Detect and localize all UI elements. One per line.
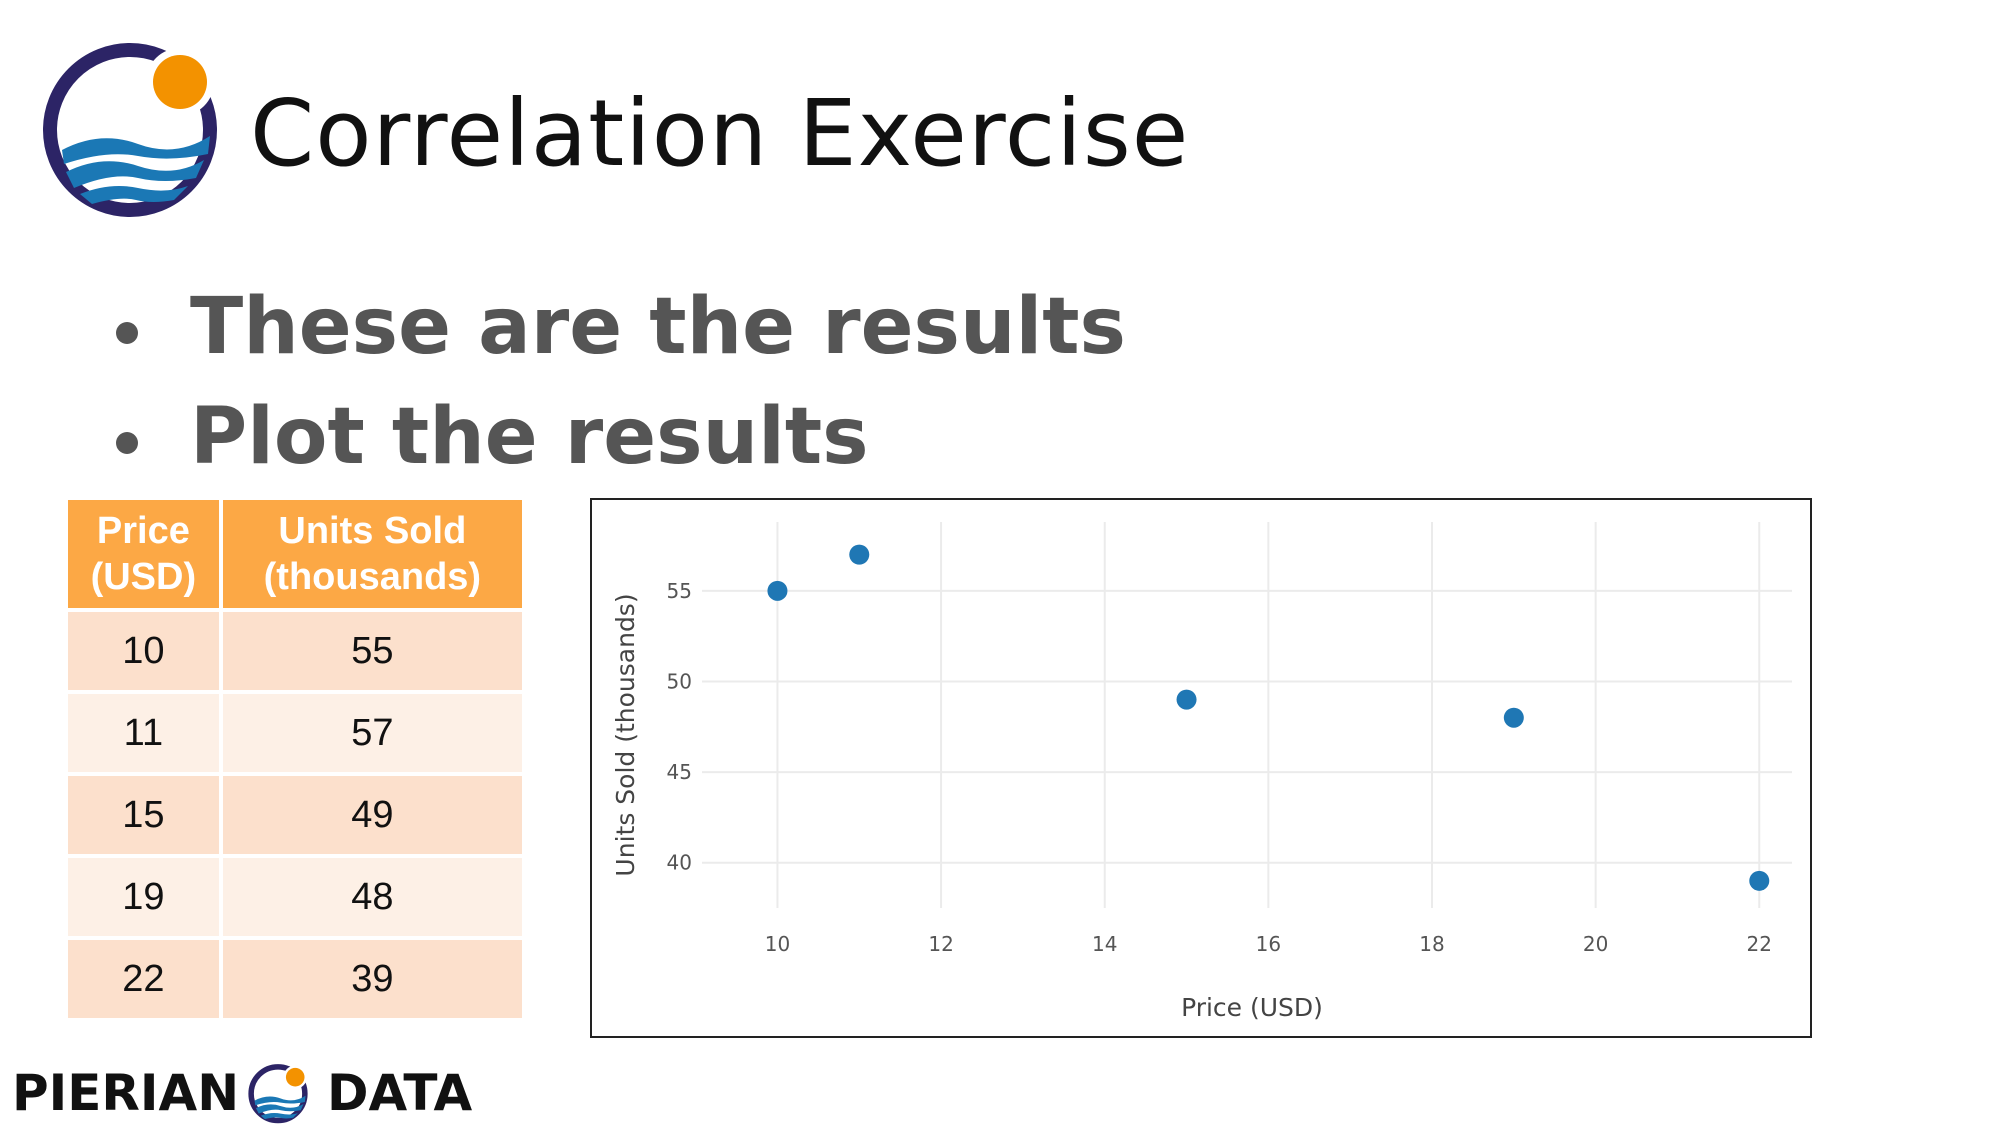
data-point	[767, 580, 788, 601]
bullet-item: These are the results	[110, 272, 1126, 382]
bullet-item: Plot the results	[110, 382, 1126, 492]
header-line: (thousands)	[263, 556, 482, 598]
table-cell-price: 10	[68, 612, 219, 690]
table-row: 22 39	[68, 940, 522, 1018]
x-tick-label: 10	[765, 932, 790, 956]
x-tick-label: 16	[1256, 932, 1281, 956]
table-header-units: Units Sold (thousands)	[222, 500, 522, 608]
table-cell-units: 49	[222, 776, 522, 854]
x-tick-label: 20	[1583, 932, 1608, 956]
results-table: Price (USD) Units Sold (thousands) 10 55…	[68, 500, 530, 1018]
bullet-dot-icon	[116, 432, 138, 454]
bullet-text: Plot the results	[190, 392, 869, 482]
x-tick-label: 22	[1747, 932, 1772, 956]
bullet-list: These are the results Plot the results	[110, 272, 1126, 492]
table-cell-price: 11	[68, 694, 219, 772]
data-point	[849, 544, 870, 565]
y-axis-title: Units Sold (thousands)	[611, 593, 640, 876]
x-tick-label: 12	[928, 932, 953, 956]
table-cell-units: 39	[222, 940, 522, 1018]
pierian-data-logo-icon	[248, 1064, 308, 1124]
table-cell-units: 48	[222, 858, 522, 936]
table-row: 15 49	[68, 776, 522, 854]
table-cell-units: 57	[222, 694, 522, 772]
data-point	[1176, 689, 1197, 710]
table-cell-units: 55	[222, 612, 522, 690]
points-layer	[767, 544, 1770, 891]
y-tick-label: 55	[667, 579, 692, 603]
table-cell-price: 19	[68, 858, 219, 936]
footer-logo: PIERIAN DATA	[12, 1062, 492, 1124]
table-cell-price: 22	[68, 940, 219, 1018]
x-axis-title: Price (USD)	[1181, 993, 1323, 1022]
scatter-chart: 10 12 14 16 18 20 22 40 45 50 55 Price (USD) Units…	[590, 498, 1812, 1038]
data-point	[1503, 707, 1524, 728]
header-line: Units Sold	[278, 510, 467, 552]
table-cell-price: 15	[68, 776, 219, 854]
table-row: 19 48	[68, 858, 522, 936]
grid-layer	[702, 522, 1792, 908]
x-tick-label: 18	[1419, 932, 1444, 956]
table-header-price: Price (USD)	[68, 500, 219, 608]
y-tick-label: 40	[667, 851, 692, 875]
scatter-chart-svg: 10 12 14 16 18 20 22 40 45 50 55 Price (USD) Units…	[611, 522, 1792, 1022]
page-title: Correlation Exercise	[250, 80, 1190, 187]
bullet-dot-icon	[116, 322, 138, 344]
ticks-layer: 10 12 14 16 18 20 22 40 45 50 55	[667, 579, 1772, 956]
header-line: (USD)	[90, 556, 197, 598]
y-tick-label: 45	[667, 760, 692, 784]
y-tick-label: 50	[667, 669, 692, 693]
footer-logo-text-left: PIERIAN	[12, 1064, 240, 1122]
bullet-text: These are the results	[190, 282, 1126, 372]
table-row: 10 55	[68, 612, 522, 690]
footer-logo-text-right: DATA	[327, 1064, 473, 1122]
x-tick-label: 14	[1092, 932, 1117, 956]
data-point	[1749, 870, 1770, 891]
table-row: 11 57	[68, 694, 522, 772]
header-line: Price	[96, 510, 190, 552]
pierian-data-logo-icon	[43, 43, 217, 217]
